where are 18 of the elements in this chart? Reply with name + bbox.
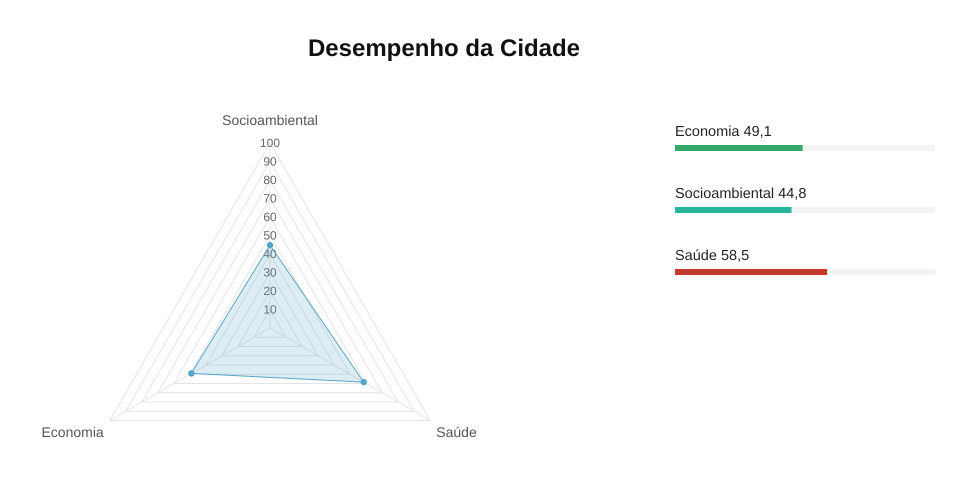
y-tick-label: Socioambiental bbox=[675, 186, 774, 202]
y-tick-label: Saúde bbox=[675, 248, 717, 264]
y-tick-label: 90 bbox=[263, 154, 277, 168]
data-label: 58,5 bbox=[720, 248, 750, 264]
y-tick-label: 100 bbox=[260, 136, 280, 150]
y-tick-label: 10 bbox=[263, 302, 277, 316]
data-label: 44,8 bbox=[778, 186, 806, 202]
spoke-label: Saúde bbox=[436, 424, 477, 440]
y-tick-label: 70 bbox=[263, 192, 277, 206]
data-label: 49,1 bbox=[744, 124, 772, 140]
y-tick-label: 80 bbox=[263, 173, 277, 187]
y-tick-label: 60 bbox=[263, 210, 277, 224]
y-tick-label: 30 bbox=[263, 266, 277, 280]
y-tick-label: Economia bbox=[675, 124, 740, 140]
spoke-label: Economia bbox=[41, 424, 104, 440]
y-tick-label: 50 bbox=[263, 228, 277, 242]
chart-title: Desempenho da Cidade bbox=[308, 35, 580, 62]
y-tick-label: 20 bbox=[263, 284, 277, 298]
